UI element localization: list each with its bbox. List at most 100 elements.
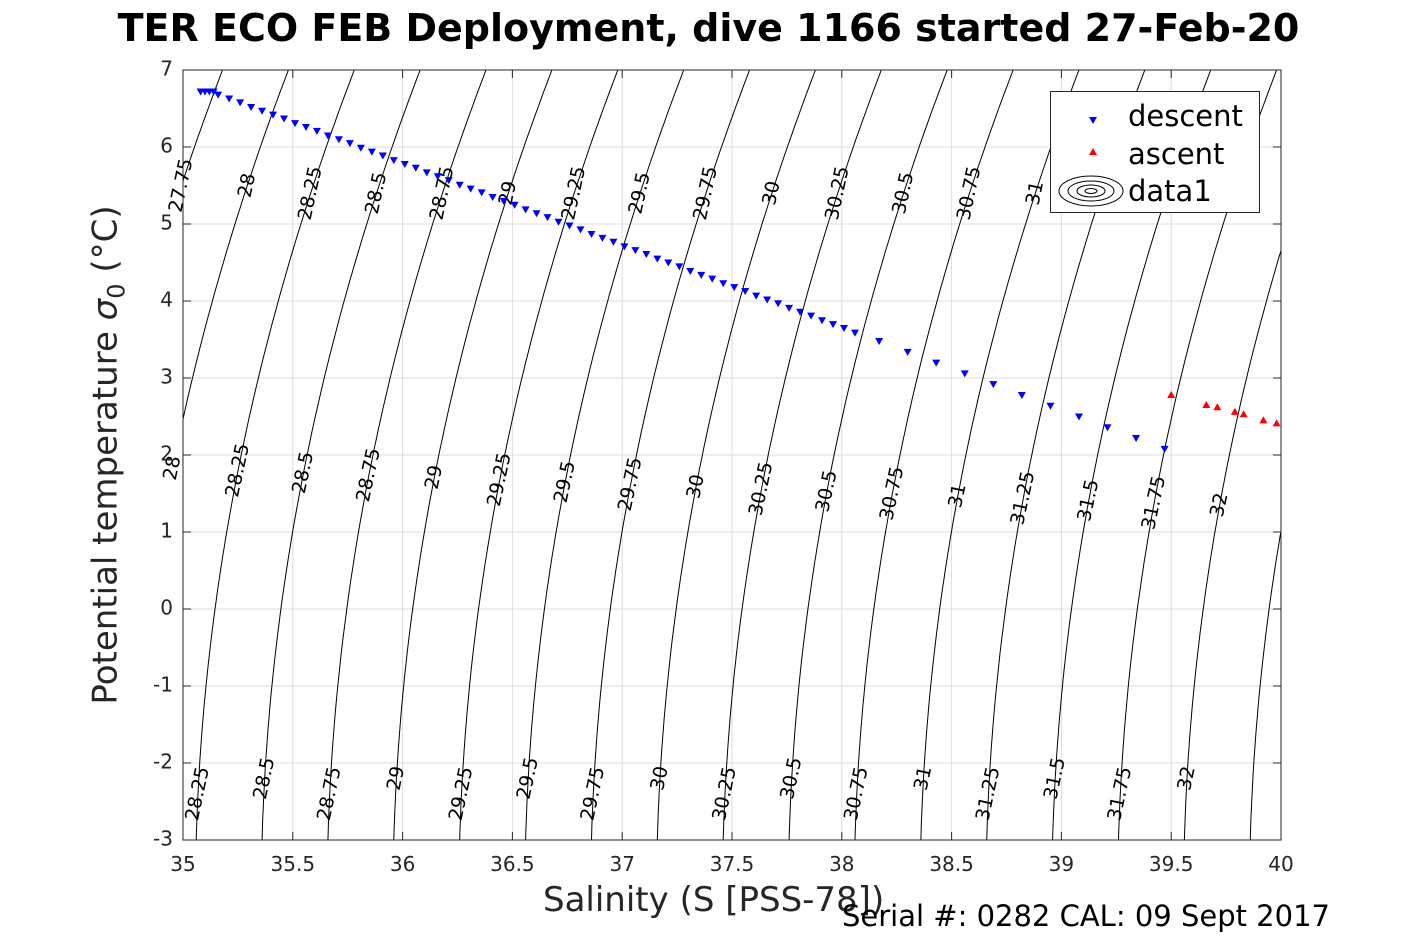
descent-point-11 <box>290 120 299 128</box>
contour-label-middle-8: 30 <box>682 472 709 500</box>
descent-point-43 <box>642 251 651 259</box>
descent-point-14 <box>323 132 332 140</box>
contour-line-10 <box>459 70 619 840</box>
descent-point-24 <box>433 173 442 181</box>
contour-label-bottom-7: 30 <box>646 764 673 792</box>
descent-point-25 <box>444 177 453 185</box>
y-tick-label-0: -3 <box>153 827 173 851</box>
descent-point-33 <box>532 210 541 218</box>
descent-point-70 <box>1074 413 1083 421</box>
contour-line-6 <box>195 70 355 840</box>
ascent-point-4 <box>1239 410 1248 418</box>
ascent-point-5 <box>1259 416 1268 424</box>
descent-point-10 <box>280 115 289 123</box>
descent-point-21 <box>400 160 409 168</box>
contour-label-middle-16: 32 <box>1206 491 1233 519</box>
descent-point-22 <box>411 164 420 172</box>
descent-point-35 <box>554 218 563 226</box>
x-tick-label-5: 37.5 <box>710 852 755 876</box>
x-tick-label-9: 39.5 <box>1149 852 1194 876</box>
descent-point-17 <box>356 144 365 152</box>
y-tick-label-3: 0 <box>160 596 173 620</box>
descent-point-19 <box>378 152 387 160</box>
x-tick-label-1: 35.5 <box>271 852 316 876</box>
descent-point-60 <box>829 321 838 329</box>
tick-labels: 35 35.5 36 36.5 37 37.5 38 38.5 39 39.5 40-3-2-101… <box>153 57 1294 877</box>
descent-point-48 <box>697 271 706 279</box>
descent-point-50 <box>719 280 728 288</box>
contour-label-bottom-11: 31 <box>910 764 937 792</box>
legend-label-descent: descent <box>1128 99 1243 133</box>
legend-item-contour: data1 <box>1051 172 1261 210</box>
descent-point-45 <box>664 259 673 267</box>
descent-point-5 <box>225 95 234 103</box>
descent-point-12 <box>301 123 310 131</box>
legend-item-ascent: ascent <box>1051 135 1261 173</box>
descent-point-28 <box>477 189 486 197</box>
y-tick-label-10: 7 <box>160 57 173 81</box>
ascent-point-3 <box>1230 407 1239 415</box>
contour-line-2 <box>0 55 97 856</box>
contour-line-22 <box>1249 527 1281 840</box>
x-tick-label-6: 38 <box>829 852 854 876</box>
descent-point-53 <box>752 292 761 300</box>
y-axis-label: Potential temperature σ0 (°C) <box>85 205 131 705</box>
ascent-point-1 <box>1202 400 1211 408</box>
descent-point-36 <box>565 222 574 230</box>
series-ascent <box>1167 390 1281 427</box>
descent-point-18 <box>367 148 376 156</box>
descent-point-20 <box>389 157 398 165</box>
descent-point-39 <box>598 234 607 242</box>
x-tick-label-10: 40 <box>1268 852 1293 876</box>
contour-line-17 <box>920 70 1080 840</box>
descent-point-34 <box>543 214 552 222</box>
contour-line-5 <box>183 70 289 422</box>
descent-point-71 <box>1103 424 1112 432</box>
contour-line-15 <box>788 70 948 840</box>
contour-line-9 <box>393 70 553 840</box>
contour-line-7 <box>261 70 421 840</box>
descent-point-69 <box>1046 402 1055 410</box>
descent-point-51 <box>730 284 739 292</box>
descent-point-63 <box>875 338 884 346</box>
descent-point-30 <box>499 197 508 205</box>
x-tick-label-0: 35 <box>170 852 195 876</box>
contour-line-21 <box>1183 248 1281 840</box>
contour-label-bottom-3: 29 <box>383 764 410 792</box>
descent-point-16 <box>345 140 354 148</box>
descent-point-72 <box>1132 435 1141 443</box>
serial-cal-footer: Serial #: 0282 CAL: 09 Sept 2017 <box>842 899 1330 933</box>
contour-line-14 <box>722 70 882 840</box>
descent-point-46 <box>675 263 684 271</box>
descent-point-8 <box>258 107 267 115</box>
descent-point-55 <box>774 300 783 308</box>
x-tick-label-3: 36.5 <box>490 852 535 876</box>
ascent-point-0 <box>1167 390 1176 398</box>
descent-point-6 <box>236 99 245 107</box>
descent-point-26 <box>455 181 464 189</box>
x-tick-label-8: 39 <box>1049 852 1074 876</box>
descent-point-64 <box>903 348 912 356</box>
descent-point-31 <box>510 201 519 209</box>
descent-point-54 <box>763 296 772 304</box>
descent-point-38 <box>587 231 596 239</box>
descent-point-73 <box>1160 445 1169 453</box>
descent-point-49 <box>708 275 717 283</box>
contour-label-top-1: 28 <box>234 171 261 199</box>
contour-label-top-13: 31 <box>1022 179 1049 207</box>
legend-marker-descent <box>1089 117 1097 124</box>
y-tick-label-7: 4 <box>160 288 173 312</box>
descent-point-67 <box>989 381 998 389</box>
legend: descent ascent data1 <box>1050 91 1260 213</box>
descent-point-66 <box>960 370 969 378</box>
y-tick-label-6: 3 <box>160 365 173 389</box>
legend-contour-icon <box>1058 175 1124 207</box>
contour-label-top-9: 30 <box>758 179 785 207</box>
legend-label-ascent: ascent <box>1128 137 1225 171</box>
descent-point-23 <box>422 169 431 177</box>
descent-point-3 <box>209 88 218 96</box>
contour-line-8 <box>327 70 487 840</box>
descent-point-40 <box>609 238 618 246</box>
descent-point-27 <box>466 185 475 193</box>
contour-label-middle-0: 28 <box>159 454 186 482</box>
